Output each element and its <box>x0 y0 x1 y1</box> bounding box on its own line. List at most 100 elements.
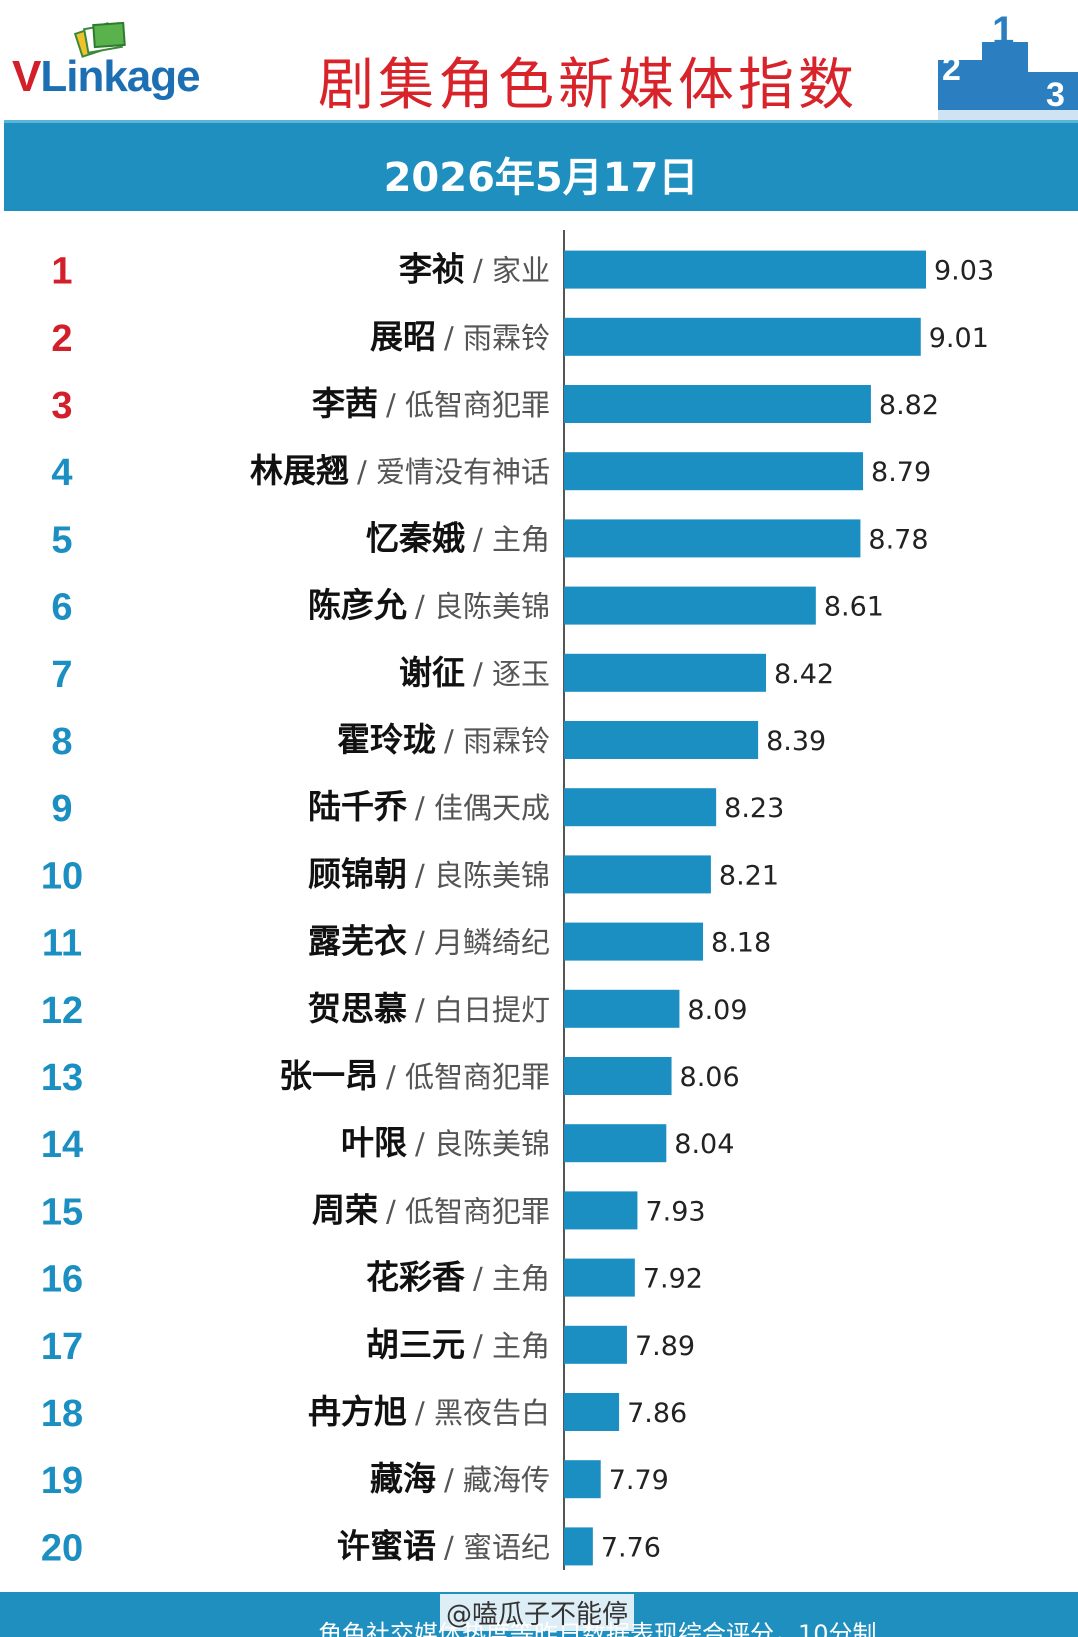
character-name: 贺思慕 <box>308 989 407 1028</box>
rank-number: 1 <box>51 251 72 293</box>
value-label: 7.93 <box>645 1196 705 1227</box>
character-name: 谢征 <box>399 653 465 692</box>
rank-number: 7 <box>51 654 72 696</box>
show-name: / 主角 <box>473 1329 550 1363</box>
rank-number: 2 <box>51 318 72 360</box>
bar-1 <box>564 250 926 289</box>
rank-number: 10 <box>41 855 83 897</box>
value-label: 9.03 <box>934 256 994 287</box>
bar-2 <box>564 317 921 356</box>
character-name: 忆秦娥 <box>366 518 465 557</box>
rank-number: 18 <box>41 1393 83 1435</box>
bar-4 <box>564 452 864 491</box>
value-label: 8.04 <box>674 1129 734 1160</box>
value-label: 7.92 <box>643 1264 703 1295</box>
value-label: 8.06 <box>680 1062 740 1093</box>
category-label: 花彩香 / 主角 <box>366 1258 550 1297</box>
category-label: 露芜衣 / 月鳞绮纪 <box>308 922 550 961</box>
character-name: 许蜜语 <box>337 1526 436 1565</box>
character-name: 藏海 <box>370 1459 436 1498</box>
category-label: 周荣 / 低智商犯罪 <box>312 1190 550 1229</box>
rank-number: 3 <box>51 385 72 427</box>
bar-5 <box>564 519 861 558</box>
value-label: 8.09 <box>687 995 747 1026</box>
category-label: 李祯 / 家业 <box>399 250 550 289</box>
character-name: 顾锦朝 <box>308 854 407 893</box>
rank-number: 9 <box>51 788 72 830</box>
bar-13 <box>564 1057 672 1095</box>
svg-text:3: 3 <box>1046 76 1065 114</box>
character-name: 胡三元 <box>366 1325 465 1364</box>
show-name: / 藏海传 <box>444 1463 550 1497</box>
character-name: 霍玲珑 <box>337 720 436 759</box>
show-name: / 良陈美锦 <box>415 1127 550 1161</box>
header: VLinkage 剧集角色新媒体指数 2 1 3 <box>0 0 1078 122</box>
rank-number: 14 <box>41 1124 83 1166</box>
show-name: / 雨霖铃 <box>444 724 550 758</box>
character-name: 周荣 <box>312 1190 378 1229</box>
show-name: / 爱情没有神话 <box>357 455 550 489</box>
bar-8 <box>564 721 759 759</box>
value-label: 8.42 <box>774 659 834 690</box>
category-label: 冉方旭 / 黑夜告白 <box>308 1392 550 1431</box>
category-label: 胡三元 / 主角 <box>366 1325 550 1364</box>
bar-10 <box>564 855 711 894</box>
character-name: 冉方旭 <box>308 1392 407 1431</box>
rank-number: 19 <box>41 1460 83 1502</box>
character-name: 陈彦允 <box>308 586 407 625</box>
category-label: 展昭 / 雨霖铃 <box>370 317 550 356</box>
show-name: / 蜜语纪 <box>444 1530 550 1564</box>
character-name: 张一昂 <box>279 1056 378 1095</box>
rank-number: 13 <box>41 1057 83 1099</box>
value-label: 7.89 <box>635 1331 695 1362</box>
character-name: 花彩香 <box>366 1258 465 1297</box>
podium-icon: 2 1 3 <box>938 10 1078 122</box>
show-name: / 逐玉 <box>473 657 550 691</box>
character-name: 展昭 <box>370 317 436 356</box>
show-name: / 月鳞绮纪 <box>415 926 550 960</box>
bar-14 <box>564 1124 667 1163</box>
category-label: 林展翘 / 爱情没有神话 <box>250 451 550 490</box>
bar-17 <box>564 1325 627 1364</box>
show-name: / 低智商犯罪 <box>386 1194 550 1228</box>
show-name: / 雨霖铃 <box>444 321 550 355</box>
brand-name: VLinkage <box>12 52 201 102</box>
value-label: 9.01 <box>929 323 989 354</box>
bar-3 <box>564 385 871 423</box>
brand-v: V <box>12 52 41 101</box>
show-name: / 主角 <box>473 1262 550 1296</box>
bar-20 <box>564 1527 593 1566</box>
rank-number: 12 <box>41 990 83 1032</box>
value-label: 7.76 <box>601 1532 661 1563</box>
value-label: 8.18 <box>711 928 771 959</box>
value-label: 8.39 <box>766 726 826 757</box>
category-label: 张一昂 / 低智商犯罪 <box>279 1056 550 1095</box>
character-name: 林展翘 <box>250 451 349 490</box>
brand-rest: Linkage <box>40 52 200 101</box>
bar-18 <box>564 1393 620 1431</box>
category-label: 藏海 / 藏海传 <box>370 1459 550 1498</box>
date-banner: 2026年5月17日 <box>4 120 1078 211</box>
category-label: 叶限 / 良陈美锦 <box>341 1123 550 1162</box>
svg-text:1: 1 <box>992 10 1014 53</box>
value-label: 8.79 <box>871 457 931 488</box>
value-label: 8.78 <box>868 524 928 555</box>
show-name: / 良陈美锦 <box>415 858 550 892</box>
rank-number: 16 <box>41 1259 83 1301</box>
value-label: 8.21 <box>719 860 779 891</box>
show-name: / 低智商犯罪 <box>386 1060 550 1094</box>
show-name: / 良陈美锦 <box>415 590 550 624</box>
value-label: 7.86 <box>627 1398 687 1429</box>
rank-number: 8 <box>51 721 72 763</box>
category-label: 谢征 / 逐玉 <box>399 653 550 692</box>
bar-6 <box>564 586 816 625</box>
category-label: 顾锦朝 / 良陈美锦 <box>308 854 550 893</box>
category-label: 陈彦允 / 良陈美锦 <box>308 586 550 625</box>
character-name: 李祯 <box>399 250 465 289</box>
logo-cards-icon <box>73 21 126 58</box>
character-name: 陆千乔 <box>308 787 408 826</box>
rank-number: 11 <box>42 923 82 965</box>
rank-number: 20 <box>41 1527 83 1569</box>
bar-15 <box>564 1191 638 1230</box>
